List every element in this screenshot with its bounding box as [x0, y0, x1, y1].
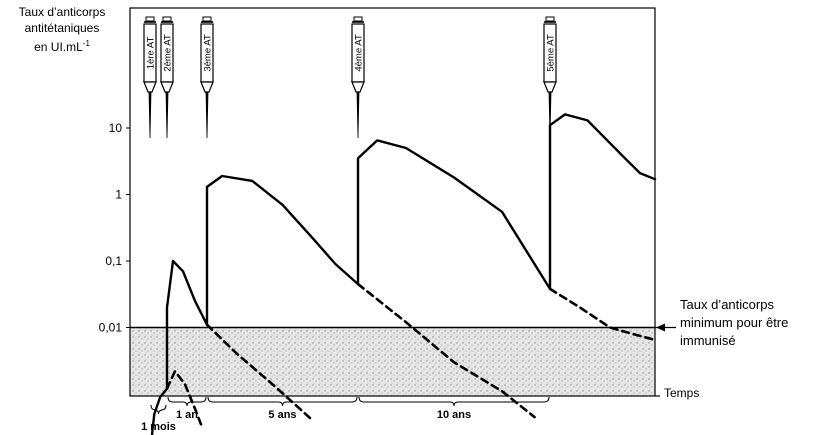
y-axis-label: Taux d’anticorps antitétaniques en UI.mL…: [0, 4, 124, 55]
syringe-tip: [200, 81, 214, 93]
interval-brace: [358, 396, 550, 407]
syringe-label: 5ème AT: [546, 34, 557, 72]
decay-without-booster-series: [548, 287, 657, 342]
x-axis-label: Temps: [664, 386, 700, 400]
syringe-icon: 4ème AT: [351, 16, 365, 139]
decay-without-booster-series: [165, 369, 203, 426]
syringe-tip: [543, 81, 557, 93]
syringe-needle: [165, 91, 169, 139]
y-tick-label: 0,01: [99, 321, 123, 335]
interval-label: 5 ans: [268, 409, 296, 421]
y-tick-label: 0,1: [105, 254, 122, 268]
syringe-icon: 3ème AT: [200, 16, 214, 139]
interval-brace: [207, 396, 358, 407]
interval-brace: [167, 396, 207, 407]
interval-bracket: 1 an: [167, 396, 207, 421]
syringe-label: 4ème AT: [354, 34, 365, 72]
threshold-label: Taux d’anticorps minimum pour être immun…: [680, 296, 788, 350]
decay-without-booster-series: [205, 323, 314, 422]
syringe-needle: [148, 91, 152, 139]
y-axis-label-line-2: antitétaniques: [24, 21, 100, 35]
syringe-plunger-cap: [202, 16, 212, 22]
syringe-label: 3ème AT: [203, 34, 214, 72]
y-tick-label: 1: [115, 188, 122, 202]
syringe-label: 2ème AT: [163, 34, 174, 72]
syringe-tip: [143, 81, 157, 93]
interval-brace: [150, 404, 167, 415]
y-tick-label: 10: [109, 121, 123, 135]
interval-label: 10 ans: [437, 409, 471, 421]
syringe-needle: [356, 91, 360, 139]
syringe-icon: 1ère AT: [143, 16, 157, 139]
interval-bracket: 5 ans: [207, 396, 358, 421]
interval-label: 1 an: [176, 409, 198, 421]
syringe-icon: 2ème AT: [160, 16, 174, 139]
decay-without-booster-series: [356, 282, 536, 419]
syringe-tip: [160, 81, 174, 93]
threshold-label-line-1: Taux d’anticorps: [680, 297, 774, 312]
syringe-plunger-cap: [353, 16, 363, 22]
plot-frame: [129, 7, 656, 397]
syringe-needle: [205, 91, 209, 139]
y-axis-label-line-3: en UI.mL: [34, 40, 83, 54]
syringe-plunger-cap: [162, 16, 172, 22]
interval-bracket: 1 mois: [141, 404, 176, 433]
y-axis-label-exponent: -1: [82, 39, 90, 48]
interval-bracket: 10 ans: [358, 396, 550, 421]
antibody-level-series: [150, 113, 657, 435]
syringe-icon: 5ème AT: [543, 16, 557, 139]
syringe-label: 1ère AT: [146, 37, 157, 70]
syringe-plunger-cap: [145, 16, 155, 22]
syringe-plunger-cap: [545, 16, 555, 22]
threshold-label-line-2: minimum pour être: [680, 315, 789, 330]
interval-label: 1 mois: [141, 421, 176, 433]
syringe-needle: [548, 91, 552, 139]
syringe-tip: [351, 81, 365, 93]
y-axis-label-line-1: Taux d’anticorps: [18, 5, 106, 19]
threshold-arrow-icon: [656, 323, 665, 332]
threshold-label-line-3: immunisé: [680, 333, 736, 348]
below-threshold-zone: [130, 327, 655, 396]
